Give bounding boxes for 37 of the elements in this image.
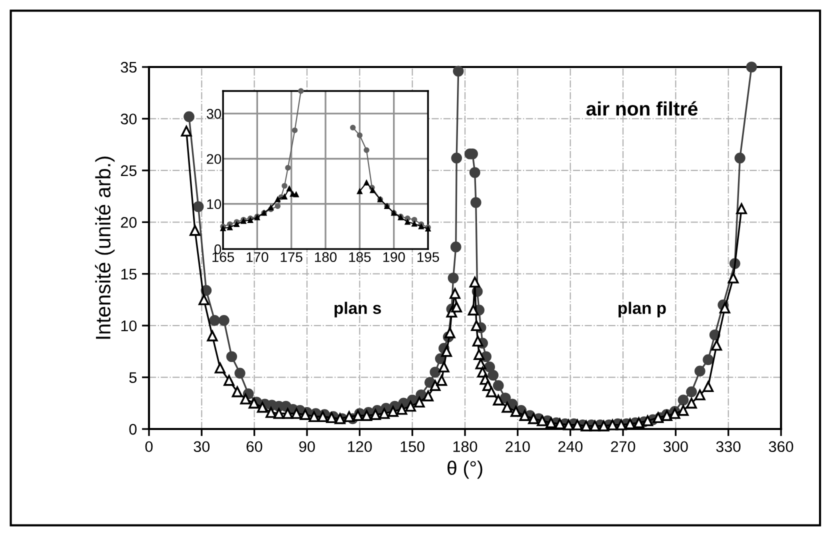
x-axis-title: θ (°) <box>448 460 482 479</box>
x-tick-label: 180 <box>453 441 478 452</box>
x-tick-label: 60 <box>246 441 262 452</box>
x-tick-label: 360 <box>768 441 794 452</box>
x-tick-label: 165 <box>212 252 234 262</box>
x-tick-label: 0 <box>145 441 153 452</box>
x-tick-label: 175 <box>280 252 302 262</box>
y-tick-label: 15 <box>121 268 137 280</box>
y-tick-label: 0 <box>129 424 137 435</box>
y-tick-label: 30 <box>120 114 137 124</box>
x-tick-label: 180 <box>315 252 337 262</box>
x-tick-label: 170 <box>246 252 268 262</box>
y-tick-label: 20 <box>120 217 137 228</box>
x-tick-label: 120 <box>348 441 372 452</box>
y-tick-label: 5 <box>129 372 137 383</box>
x-tick-label: 210 <box>506 441 530 452</box>
annotation: air non filtré <box>586 101 698 116</box>
annotation: plan s <box>334 302 381 318</box>
x-tick-label: 185 <box>349 252 371 262</box>
x-tick-label: 330 <box>716 441 741 452</box>
x-tick-label: 90 <box>299 441 315 452</box>
x-tick-label: 300 <box>664 441 688 452</box>
x-tick-label: 240 <box>558 441 582 452</box>
y-tick-label: 10 <box>121 320 137 332</box>
y-axis-title: Intensité (unité arb.) <box>94 156 115 339</box>
annotation: plan p <box>618 302 666 318</box>
y-tick-label: 10 <box>207 199 222 210</box>
x-tick-label: 190 <box>383 252 405 262</box>
y-tick-label: 35 <box>120 62 137 73</box>
y-tick-label: 0 <box>214 244 222 254</box>
x-tick-label: 195 <box>418 252 440 262</box>
y-tick-label: 25 <box>120 165 137 176</box>
y-tick-label: 30 <box>206 108 222 119</box>
y-tick-label: 20 <box>206 154 222 164</box>
x-tick-label: 150 <box>400 441 424 452</box>
x-tick-label: 270 <box>611 441 636 452</box>
x-tick-label: 30 <box>194 441 210 452</box>
